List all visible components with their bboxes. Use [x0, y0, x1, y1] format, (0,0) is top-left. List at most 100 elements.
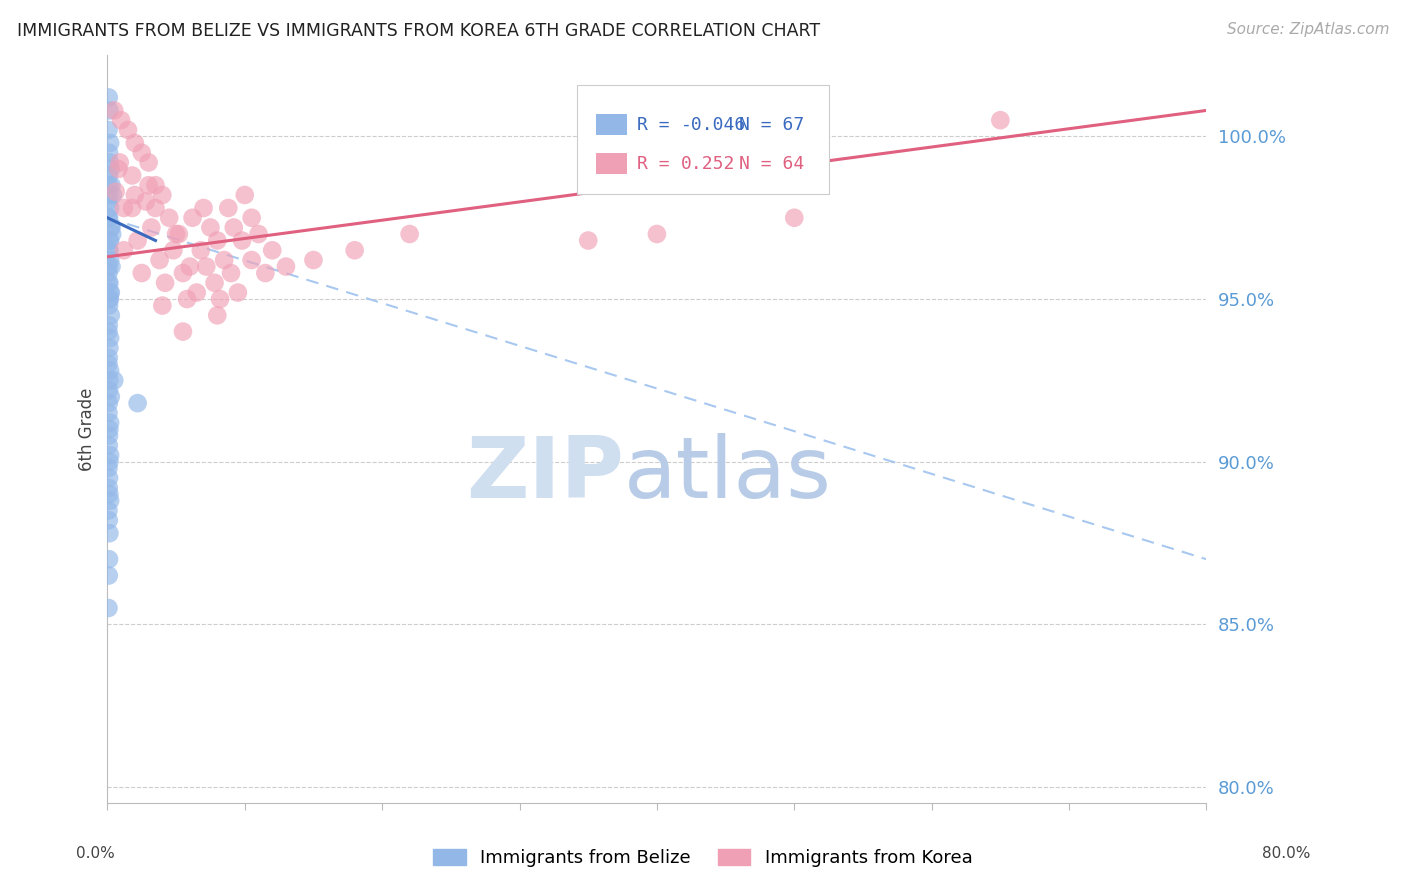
Point — [131, 266, 153, 280]
Point — [100, 285, 122, 300]
Point — [274, 260, 297, 274]
Point — [124, 188, 146, 202]
Point — [100, 178, 122, 193]
Point — [97, 244, 120, 258]
Point — [103, 373, 125, 387]
Point — [100, 220, 122, 235]
Point — [207, 234, 229, 248]
Point — [98, 285, 121, 300]
Point — [231, 234, 253, 248]
Point — [145, 178, 167, 193]
Point — [98, 526, 121, 541]
Point — [98, 292, 121, 306]
Point — [98, 136, 121, 150]
Point — [97, 260, 120, 274]
Point — [97, 351, 120, 365]
Point — [97, 438, 120, 452]
Point — [97, 481, 120, 495]
Point — [98, 383, 121, 397]
Point — [181, 211, 204, 225]
Point — [141, 220, 163, 235]
Point — [200, 220, 222, 235]
Point — [100, 220, 122, 235]
Point — [98, 188, 121, 202]
Y-axis label: 6th Grade: 6th Grade — [79, 387, 96, 471]
Point — [247, 227, 270, 241]
Point — [172, 325, 194, 339]
Point — [176, 292, 198, 306]
FancyBboxPatch shape — [576, 85, 830, 194]
Point — [343, 244, 366, 258]
Point — [98, 234, 121, 248]
Point — [254, 266, 277, 280]
Point — [117, 123, 139, 137]
Point — [208, 292, 231, 306]
Point — [97, 123, 120, 137]
Point — [98, 428, 121, 442]
Point — [98, 363, 121, 377]
Point — [101, 227, 124, 241]
Point — [97, 211, 120, 225]
Point — [98, 211, 121, 225]
Point — [100, 390, 122, 404]
Point — [97, 568, 120, 582]
Bar — [596, 153, 627, 174]
Point — [97, 276, 120, 290]
Point — [576, 234, 599, 248]
Point — [240, 211, 263, 225]
Point — [98, 487, 121, 501]
Point — [645, 227, 668, 241]
Point — [97, 266, 120, 280]
Point — [222, 220, 245, 235]
Point — [226, 285, 249, 300]
Point — [98, 234, 121, 248]
Point — [165, 227, 187, 241]
Text: 80.0%: 80.0% — [1263, 846, 1310, 861]
Point — [138, 155, 160, 169]
Point — [988, 113, 1011, 128]
Point — [98, 103, 121, 118]
Point — [217, 201, 239, 215]
Point — [97, 357, 120, 371]
Point — [112, 201, 135, 215]
Point — [101, 188, 124, 202]
Text: 0.0%: 0.0% — [76, 846, 115, 861]
Point — [212, 253, 235, 268]
Point — [97, 194, 120, 209]
Point — [97, 318, 120, 332]
Text: Source: ZipAtlas.com: Source: ZipAtlas.com — [1226, 22, 1389, 37]
Point — [150, 188, 173, 202]
Text: -0.046: -0.046 — [681, 116, 747, 134]
Text: atlas: atlas — [624, 433, 832, 516]
Point — [233, 188, 256, 202]
Point — [190, 244, 212, 258]
Point — [98, 155, 121, 169]
Text: R =: R = — [637, 116, 681, 134]
Point — [262, 244, 284, 258]
Text: 0.252: 0.252 — [681, 154, 735, 173]
Point — [97, 406, 120, 420]
Point — [150, 299, 173, 313]
Point — [179, 260, 201, 274]
Point — [127, 234, 149, 248]
Point — [112, 244, 135, 258]
Point — [98, 244, 121, 258]
Point — [186, 285, 208, 300]
Text: N = 64: N = 64 — [740, 154, 804, 173]
Point — [97, 503, 120, 517]
Point — [98, 448, 121, 462]
Point — [195, 260, 218, 274]
Point — [108, 155, 131, 169]
Point — [398, 227, 420, 241]
Point — [110, 113, 132, 128]
Point — [98, 299, 121, 313]
Point — [127, 396, 149, 410]
Bar — [596, 114, 627, 136]
Point — [100, 260, 122, 274]
Point — [98, 292, 121, 306]
Point — [97, 90, 120, 104]
Point — [98, 341, 121, 355]
Point — [157, 211, 180, 225]
Point — [193, 201, 215, 215]
Point — [207, 308, 229, 322]
